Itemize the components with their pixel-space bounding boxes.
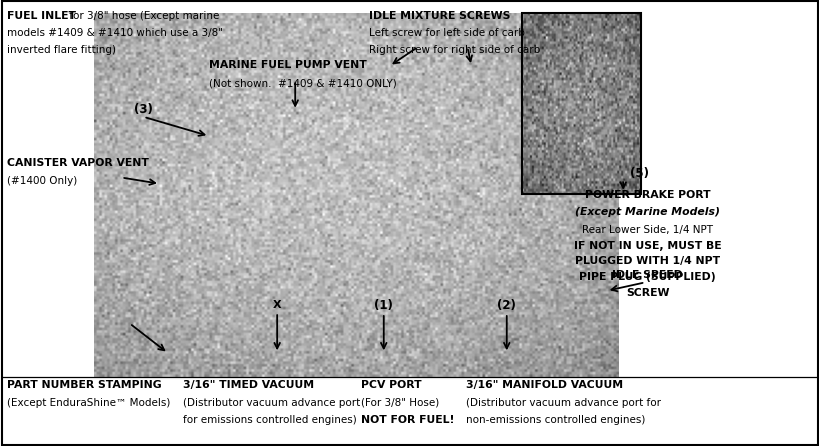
Text: (2): (2) xyxy=(496,298,516,312)
Text: PART NUMBER STAMPING: PART NUMBER STAMPING xyxy=(7,380,161,390)
Text: (Except Marine Models): (Except Marine Models) xyxy=(575,207,719,217)
Text: (1): (1) xyxy=(373,298,393,312)
Text: PLUGGED WITH 1/4 NPT: PLUGGED WITH 1/4 NPT xyxy=(575,256,719,266)
Text: for emissions controlled engines): for emissions controlled engines) xyxy=(183,415,356,425)
Text: FUEL INLET: FUEL INLET xyxy=(7,11,75,21)
Text: NOT FOR FUEL!: NOT FOR FUEL! xyxy=(360,415,454,425)
Text: (Distributor vacuum advance port: (Distributor vacuum advance port xyxy=(183,398,360,408)
Text: Rear Lower Side, 1/4 NPT: Rear Lower Side, 1/4 NPT xyxy=(581,225,713,235)
Text: CANISTER VAPOR VENT: CANISTER VAPOR VENT xyxy=(7,158,148,168)
Text: non-emissions controlled engines): non-emissions controlled engines) xyxy=(465,415,645,425)
Text: (#1400 Only): (#1400 Only) xyxy=(7,176,77,186)
Text: models #1409 & #1410 which use a 3/8": models #1409 & #1410 which use a 3/8" xyxy=(7,28,222,38)
Text: Right screw for right side of carb: Right screw for right side of carb xyxy=(369,45,540,55)
Bar xyxy=(522,13,640,194)
Text: 3/16" TIMED VACUUM: 3/16" TIMED VACUUM xyxy=(183,380,314,390)
Text: 3/16" MANIFOLD VACUUM: 3/16" MANIFOLD VACUUM xyxy=(465,380,622,390)
Text: (3): (3) xyxy=(133,103,153,116)
Text: (Except EnduraShine™ Models): (Except EnduraShine™ Models) xyxy=(7,398,170,408)
Text: POWER BRAKE PORT: POWER BRAKE PORT xyxy=(584,190,710,199)
Text: SCREW: SCREW xyxy=(625,288,669,297)
Text: MARINE FUEL PUMP VENT: MARINE FUEL PUMP VENT xyxy=(209,60,366,70)
Text: for 3/8" hose (Except marine: for 3/8" hose (Except marine xyxy=(66,11,219,21)
Text: IF NOT IN USE, MUST BE: IF NOT IN USE, MUST BE xyxy=(573,241,721,251)
Text: PIPE PLUG (SUPPLIED): PIPE PLUG (SUPPLIED) xyxy=(579,272,715,282)
Text: inverted flare fitting): inverted flare fitting) xyxy=(7,45,115,55)
Text: PCV PORT: PCV PORT xyxy=(360,380,421,390)
Text: (Not shown.  #1409 & #1410 ONLY): (Not shown. #1409 & #1410 ONLY) xyxy=(209,78,396,88)
Text: (5): (5) xyxy=(629,167,648,181)
Text: Left screw for left side of carb: Left screw for left side of carb xyxy=(369,28,524,38)
Text: IDLE MIXTURE SCREWS: IDLE MIXTURE SCREWS xyxy=(369,11,509,21)
Text: IDLE SPEED: IDLE SPEED xyxy=(612,270,682,280)
Text: (Distributor vacuum advance port for: (Distributor vacuum advance port for xyxy=(465,398,660,408)
Text: X: X xyxy=(273,300,281,310)
Text: (For 3/8" Hose): (For 3/8" Hose) xyxy=(360,398,438,408)
